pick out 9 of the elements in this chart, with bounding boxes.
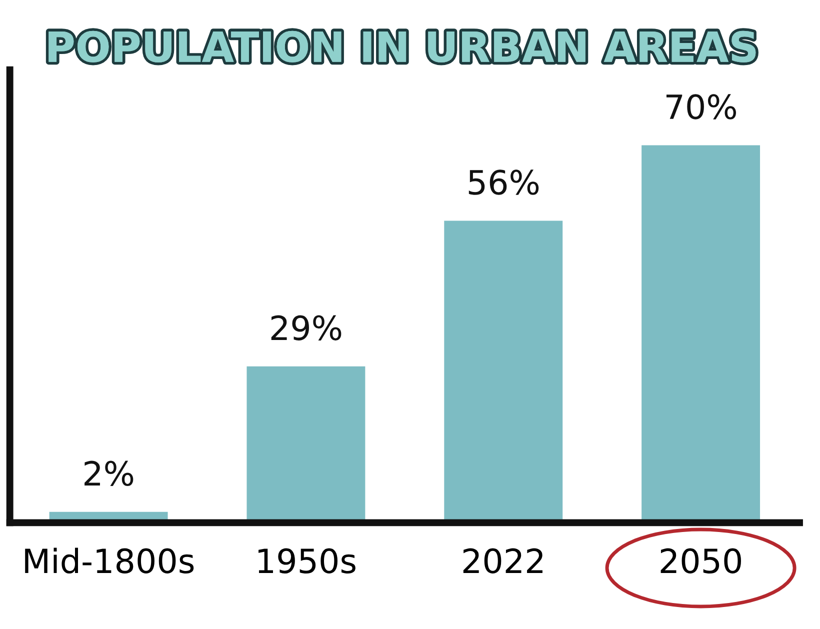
x-tick-label: 2050 [660, 548, 741, 574]
data-label: 2% [84, 460, 134, 486]
x-tick-label: Mid-1800s [25, 548, 194, 574]
data-label: 56% [468, 170, 539, 195]
chart-title: POPULATION IN URBAN AREAS [48, 30, 756, 62]
x-tick-label: 1950s [258, 548, 356, 574]
data-label: 70% [666, 94, 736, 120]
data-label: 29% [271, 315, 342, 340]
x-tick-label: 2022 [463, 548, 542, 574]
